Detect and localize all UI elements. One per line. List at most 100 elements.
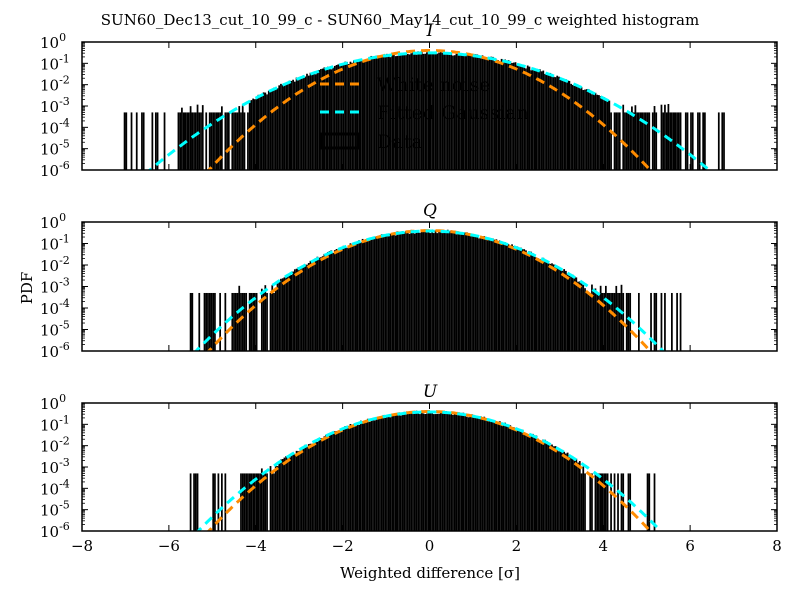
- histogram-bar: [438, 52, 440, 170]
- histogram-bar: [391, 414, 394, 531]
- histogram-bar: [445, 232, 447, 351]
- y-tick-base: 10: [40, 119, 59, 137]
- histogram-bar: [417, 411, 420, 531]
- histogram-bar: [538, 258, 541, 351]
- histogram-bar: [231, 292, 234, 351]
- histogram-bar: [551, 73, 553, 170]
- histogram-bar: [545, 441, 548, 531]
- histogram-bar: [613, 473, 616, 531]
- histogram-bar: [257, 94, 260, 170]
- histogram-bar: [300, 446, 303, 531]
- histogram-bar: [396, 55, 399, 170]
- histogram-bar: [549, 445, 552, 531]
- histogram-bar: [351, 245, 354, 351]
- histogram-bar: [370, 238, 373, 351]
- histogram-bar: [365, 422, 367, 531]
- histogram-bar: [504, 59, 506, 170]
- histogram-bar: [283, 277, 286, 351]
- histogram-bar: [403, 52, 406, 170]
- histogram-bar: [412, 411, 414, 531]
- histogram-bar: [431, 229, 433, 351]
- histogram-bar: [432, 53, 435, 170]
- histogram-bar: [471, 414, 473, 531]
- histogram-bar: [507, 60, 510, 170]
- histogram-bar: [462, 53, 465, 170]
- histogram-bar: [568, 80, 571, 170]
- histogram-bar: [653, 292, 656, 351]
- histogram-bar: [422, 231, 425, 351]
- histogram-bar: [674, 112, 677, 170]
- histogram-bar: [575, 277, 578, 351]
- histogram-bar: [464, 232, 466, 351]
- histogram-bar: [549, 263, 552, 351]
- y-tick-base: 10: [40, 322, 59, 340]
- histogram-bar: [363, 240, 366, 351]
- histogram-bar: [384, 417, 387, 531]
- histogram-bar: [325, 254, 327, 351]
- histogram-bar: [641, 112, 644, 170]
- histogram-bar: [394, 412, 397, 531]
- histogram-bar: [568, 456, 571, 531]
- histogram-bar: [540, 441, 543, 531]
- histogram-bar: [420, 231, 423, 351]
- histogram-bar: [566, 452, 569, 531]
- histogram-bar: [403, 232, 406, 351]
- histogram-bar: [281, 459, 284, 531]
- histogram-bar: [445, 411, 447, 531]
- histogram-bar: [502, 242, 505, 351]
- histogram-bar: [509, 245, 512, 351]
- histogram-bar: [417, 231, 420, 351]
- histogram-bar: [375, 236, 378, 351]
- y-tick-exponent: -3: [59, 95, 70, 108]
- histogram-bar: [189, 473, 192, 531]
- histogram-bar: [519, 429, 522, 531]
- histogram-bar: [290, 80, 293, 170]
- histogram-bar: [271, 473, 274, 531]
- histogram-bar: [495, 423, 498, 531]
- histogram-bar: [234, 292, 237, 351]
- histogram-bar: [552, 76, 555, 170]
- histogram-bar: [406, 231, 409, 351]
- histogram-bar: [330, 434, 333, 531]
- histogram-bar: [436, 413, 439, 531]
- histogram-bar: [443, 232, 446, 351]
- histogram-bar: [690, 112, 692, 170]
- histogram-bar: [332, 432, 334, 531]
- histogram-bar: [278, 85, 281, 170]
- y-tick-exponent: -5: [59, 319, 70, 332]
- histogram-bar: [297, 451, 300, 531]
- histogram-bar: [340, 249, 343, 351]
- histogram-bar: [401, 52, 404, 170]
- histogram-bar: [502, 61, 505, 170]
- histogram-bar: [325, 68, 327, 170]
- y-tick-base: 10: [40, 141, 59, 159]
- histogram-bar: [398, 232, 400, 351]
- histogram-bar: [469, 416, 472, 531]
- histogram-bar: [478, 416, 480, 531]
- histogram-bar: [532, 253, 534, 351]
- histogram-bar: [198, 292, 201, 351]
- histogram-bar: [243, 112, 246, 170]
- histogram-bar: [467, 234, 470, 351]
- histogram-bar: [698, 112, 701, 170]
- histogram-bar: [544, 439, 546, 531]
- histogram-bar: [205, 112, 208, 170]
- x-tick-label: 8: [772, 537, 782, 555]
- histogram-bar: [207, 292, 209, 351]
- histogram-bar: [346, 247, 348, 351]
- histogram-bar: [558, 76, 560, 170]
- histogram-bar: [337, 431, 340, 531]
- histogram-bar: [499, 421, 501, 531]
- histogram-bar: [123, 112, 126, 170]
- histogram-bar: [512, 62, 515, 170]
- histogram-bar: [479, 416, 482, 531]
- histogram-bar: [453, 55, 456, 170]
- histogram-bar: [530, 70, 533, 170]
- histogram-bar: [526, 65, 529, 170]
- histogram-bar: [452, 55, 454, 170]
- histogram-bar: [406, 412, 409, 531]
- histogram-bar: [292, 271, 294, 351]
- histogram-bar: [356, 423, 359, 531]
- histogram-bar: [540, 71, 543, 170]
- histogram-bar: [419, 414, 421, 531]
